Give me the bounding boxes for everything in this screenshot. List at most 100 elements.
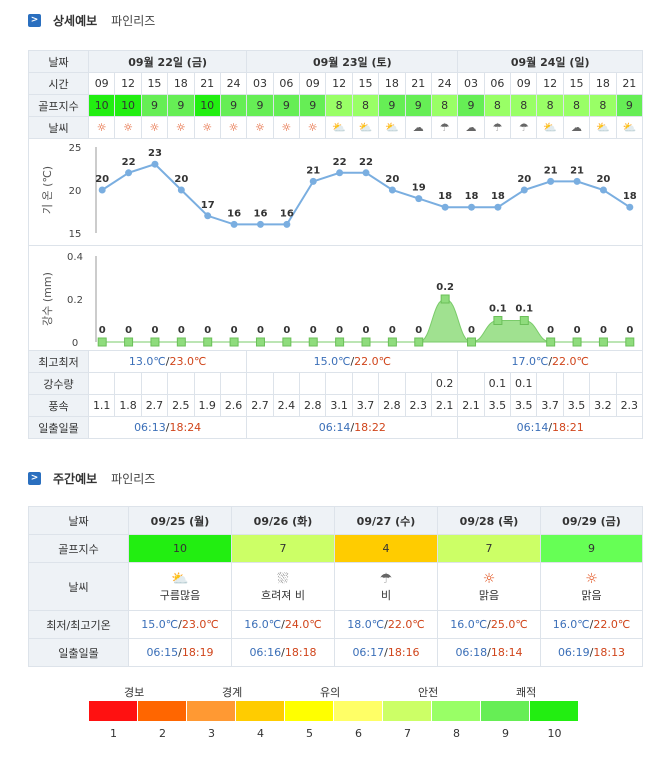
cloud-rain-sun-icon: ⛆ bbox=[277, 570, 289, 587]
golf-label: 골프지수 bbox=[28, 94, 89, 117]
max-temp: 23.0℃ bbox=[169, 355, 207, 368]
sun-cell: 06:14/18:22 bbox=[246, 416, 459, 439]
y-axis-label: 강수 (mm) bbox=[41, 272, 54, 326]
wind-cell: 2.5 bbox=[167, 394, 195, 417]
separator: / bbox=[165, 355, 170, 368]
rain-value-label: 0 bbox=[363, 325, 370, 336]
golf-index-legend bbox=[89, 701, 579, 721]
chevron-right-icon: > bbox=[28, 14, 41, 27]
separator: / bbox=[281, 646, 285, 659]
rain-amount-cell: 0.1 bbox=[483, 372, 512, 395]
wind-cell: 2.3 bbox=[404, 394, 432, 417]
rain-point bbox=[546, 337, 556, 347]
legend-number: 4 bbox=[257, 727, 264, 740]
rain-value-label: 0 bbox=[125, 325, 132, 336]
rain-amount-cell: 0.1 bbox=[510, 372, 538, 395]
sunset-time: 18:16 bbox=[387, 646, 420, 659]
temp-value-label: 18 bbox=[491, 191, 505, 202]
cloud-sun-icon: ⛅ bbox=[351, 116, 380, 139]
temp-value-label: 21 bbox=[544, 165, 558, 176]
rain-amount-cell bbox=[219, 372, 248, 395]
day-header: 09월 22일 (금) bbox=[87, 50, 248, 73]
minmax-row: 최고최저 13.0℃/23.0℃ 15.0℃/22.0℃ 17.0℃/22.0℃ bbox=[28, 350, 644, 373]
sun-row: 일출일몰 06:13/18:24 06:14/18:22 06:14/18:21 bbox=[28, 416, 644, 439]
weekly-weather-cell: ⛅ 구름많음 bbox=[128, 562, 232, 611]
y-tick-label: 0 bbox=[72, 338, 78, 349]
date-row: 날짜 09월 22일 (금) 09월 23일 (토) 09월 24일 (일) bbox=[28, 50, 644, 73]
hour-cell: 09 bbox=[510, 72, 538, 95]
wind-cell: 1.8 bbox=[114, 394, 142, 417]
hour-cell: 15 bbox=[351, 72, 380, 95]
weekly-weather-cell: ☂ 비 bbox=[334, 562, 438, 611]
wind-cell: 2.7 bbox=[140, 394, 169, 417]
temp-value-label: 21 bbox=[570, 165, 584, 176]
legend-number: 7 bbox=[404, 727, 411, 740]
sunrise-time: 06:16 bbox=[249, 646, 282, 659]
sun-icon: ☼ bbox=[299, 116, 327, 139]
sunset-time: 18:14 bbox=[490, 646, 523, 659]
temp-point bbox=[151, 160, 159, 168]
sunrise-time: 06:13 bbox=[134, 421, 166, 434]
legend-swatch bbox=[138, 701, 187, 721]
golf-index-legend-numbers: 1 2 3 4 5 6 7 8 9 10 bbox=[89, 727, 579, 740]
weekly-day-header: 09/28 (목) bbox=[437, 506, 541, 535]
sun-icon: ☼ bbox=[193, 116, 221, 139]
weekly-sun-cell: 06:17/18:16 bbox=[334, 638, 438, 667]
rain-point bbox=[414, 337, 424, 347]
temp-point bbox=[468, 203, 476, 211]
rain-point bbox=[387, 337, 397, 347]
sun-icon: ☼ bbox=[114, 116, 142, 139]
golf-label: 골프지수 bbox=[28, 534, 129, 563]
sun-icon: ☼ bbox=[219, 116, 248, 139]
golf-index-cell: 8 bbox=[536, 94, 564, 117]
weekly-temp-cell: 16.0℃/22.0℃ bbox=[540, 610, 643, 639]
separator: / bbox=[548, 355, 553, 368]
hour-cell: 12 bbox=[536, 72, 564, 95]
cloud-sun-icon: ⛅ bbox=[325, 116, 353, 139]
minmax-cell: 13.0℃/23.0℃ bbox=[87, 350, 248, 373]
cloud-icon: ☁ bbox=[562, 116, 591, 139]
wind-label: 풍속 bbox=[28, 394, 89, 417]
rain-amount-cell bbox=[378, 372, 406, 395]
temp-point bbox=[309, 177, 317, 185]
temp-value-label: 20 bbox=[517, 174, 531, 185]
cloud-sun-icon: ⛅ bbox=[378, 116, 406, 139]
cloud-sun-icon: ⛅ bbox=[615, 116, 644, 139]
detail-title: 상세예보 bbox=[53, 14, 98, 28]
legend-number: 9 bbox=[502, 727, 509, 740]
hour-cell: 09 bbox=[87, 72, 116, 95]
golf-index-cell: 9 bbox=[457, 94, 485, 117]
golf-index-cell: 10 bbox=[193, 94, 221, 117]
rain-point bbox=[203, 337, 213, 347]
max-temp: 22.0℃ bbox=[387, 618, 425, 631]
hour-cell: 03 bbox=[246, 72, 274, 95]
temp-value-label: 20 bbox=[596, 174, 610, 185]
legend-level-label: 경계 bbox=[222, 686, 243, 699]
weekly-temp-row: 최저/최고기온 15.0℃/23.0℃ 16.0℃/24.0℃ 18.0℃/22.0℃… bbox=[28, 610, 643, 639]
rain-point bbox=[150, 337, 160, 347]
cloud-icon: ☁ bbox=[457, 116, 485, 139]
rain-chart-svg: 0 0.2 0.4 강수 (mm) 0 0 0 0 0 0 0 0 0 0 0 0 0 0.2 0 0.1 0.1 0 0 0… bbox=[41, 252, 635, 349]
wind-cell: 3.5 bbox=[562, 394, 591, 417]
rain-value-label: 0 bbox=[310, 325, 317, 336]
wind-cell: 2.8 bbox=[299, 394, 327, 417]
sunrise-time: 06:14 bbox=[516, 421, 549, 434]
rain-value-label: 0 bbox=[547, 325, 554, 336]
minmax-cell: 17.0℃/22.0℃ bbox=[457, 350, 644, 373]
rain-value-label: 0 bbox=[336, 325, 343, 336]
wind-cell: 2.4 bbox=[272, 394, 301, 417]
weather-label: 날씨 bbox=[28, 116, 89, 139]
rain-value-label: 0 bbox=[600, 325, 607, 336]
rain-point bbox=[625, 337, 635, 347]
legend-swatch bbox=[432, 701, 481, 721]
weekly-weather-cell: ⛆ 흐려져 비 bbox=[231, 562, 335, 611]
weekly-forecast-table: 날짜 09/25 (월) 09/26 (화) 09/27 (수) 09/28 (목) 09… bbox=[28, 506, 643, 667]
sunset-time: 18:24 bbox=[169, 421, 202, 434]
golf-index-cell: 8 bbox=[430, 94, 459, 117]
wind-cell: 3.7 bbox=[351, 394, 380, 417]
wind-cell: 1.9 bbox=[193, 394, 221, 417]
min-temp: 16.0℃ bbox=[244, 618, 282, 631]
hour-cell: 06 bbox=[272, 72, 301, 95]
weekly-section-header: > 주간예보 파인리즈 bbox=[28, 470, 155, 487]
legend-number: 1 bbox=[110, 727, 117, 740]
